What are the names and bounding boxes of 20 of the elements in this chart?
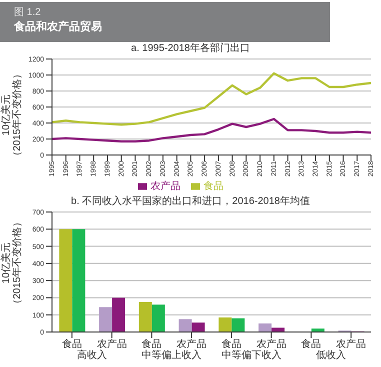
x-tick-label: 食品 [142,338,162,350]
y-axis-title: 10亿美元（2015年不变价格） [1,68,23,162]
text: 食品和农产品贸易 [14,20,103,35]
x-tick-label: 农产品 [96,338,127,350]
y-axis-title: 10亿美元（2015年不变价格） [1,216,23,310]
x-tick-label: 食品 [62,338,82,350]
chart-title: a. 1995-2018年各部门出口 [130,42,251,55]
x-tick-label: 农产品 [256,338,286,350]
x-tick-label: 农产品 [336,338,366,350]
text: 中等偏上收入 [140,348,203,362]
text: 中等偏下收入 [220,348,282,362]
legend-label: 食品 [204,181,224,192]
text: 图 1.2 [14,6,42,20]
chart-title: b. 不同收入水平国家的出口和进口，2016-2018年均值 [70,195,311,208]
text: 低收入 [315,348,348,362]
legend-label: 农产品 [150,181,180,192]
text: 高收入 [76,348,108,362]
x-tick-label: 农产品 [176,338,207,350]
x-tick-label: 食品 [301,338,322,350]
x-tick-label: 食品 [221,338,242,350]
